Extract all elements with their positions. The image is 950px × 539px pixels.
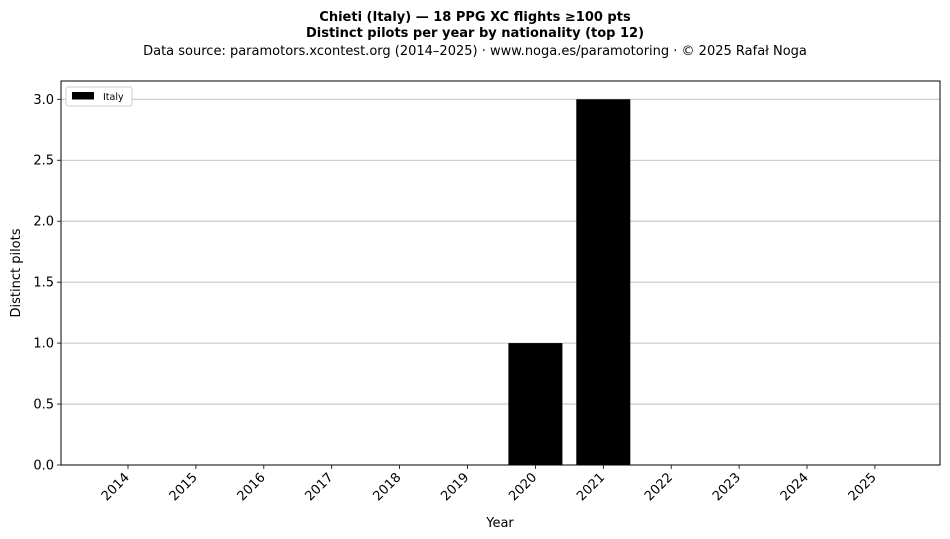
legend: Italy xyxy=(65,86,133,107)
x-tick-label: 2022 xyxy=(642,470,676,504)
x-tick-label: 2025 xyxy=(846,470,880,504)
y-tick-label: 3.0 xyxy=(33,93,54,108)
y-axis-label: Distinct pilots xyxy=(9,228,24,317)
bars xyxy=(508,99,631,466)
x-tick-label: 2020 xyxy=(506,470,540,504)
x-axis-ticks: 2014 2015 2016 2017 2018 2019 2020 2021 2022 2023… xyxy=(99,465,880,504)
x-tick-label: 2016 xyxy=(235,470,269,504)
chart-title: Chieti (Italy) — 18 PPG XC flights ≥100 … xyxy=(319,10,631,25)
x-tick-label: 2014 xyxy=(99,470,133,504)
y-tick-label: 2.0 xyxy=(33,215,54,230)
gridlines xyxy=(61,98,940,466)
x-tick-label: 2024 xyxy=(778,470,812,504)
x-axis-label: Year xyxy=(485,516,514,531)
legend-frame xyxy=(65,86,133,107)
legend-label: Italy xyxy=(103,92,124,103)
x-tick-label: 2015 xyxy=(167,470,201,504)
x-tick-label: 2019 xyxy=(438,470,472,504)
y-tick-label: 2.5 xyxy=(33,154,54,169)
chart-subtitle: Distinct pilots per year by nationality … xyxy=(306,26,644,41)
y-tick-label: 1.5 xyxy=(33,276,54,291)
y-tick-label: 0.5 xyxy=(33,398,54,413)
legend-swatch xyxy=(72,92,94,100)
chart-source: Data source: paramotors.xcontest.org (20… xyxy=(143,44,807,59)
y-tick-label: 0.0 xyxy=(33,459,54,474)
bar-2021 xyxy=(576,99,631,466)
x-tick-label: 2023 xyxy=(710,470,744,504)
bar-2020 xyxy=(508,343,563,465)
y-axis-ticks: 0.0 0.5 1.0 1.5 2.0 2.5 3.0 xyxy=(33,93,61,474)
x-tick-label: 2017 xyxy=(303,470,337,504)
x-tick-label: 2018 xyxy=(370,470,404,504)
plot-frame xyxy=(60,80,941,466)
x-tick-label: 2021 xyxy=(574,470,608,504)
y-tick-label: 1.0 xyxy=(33,337,54,352)
